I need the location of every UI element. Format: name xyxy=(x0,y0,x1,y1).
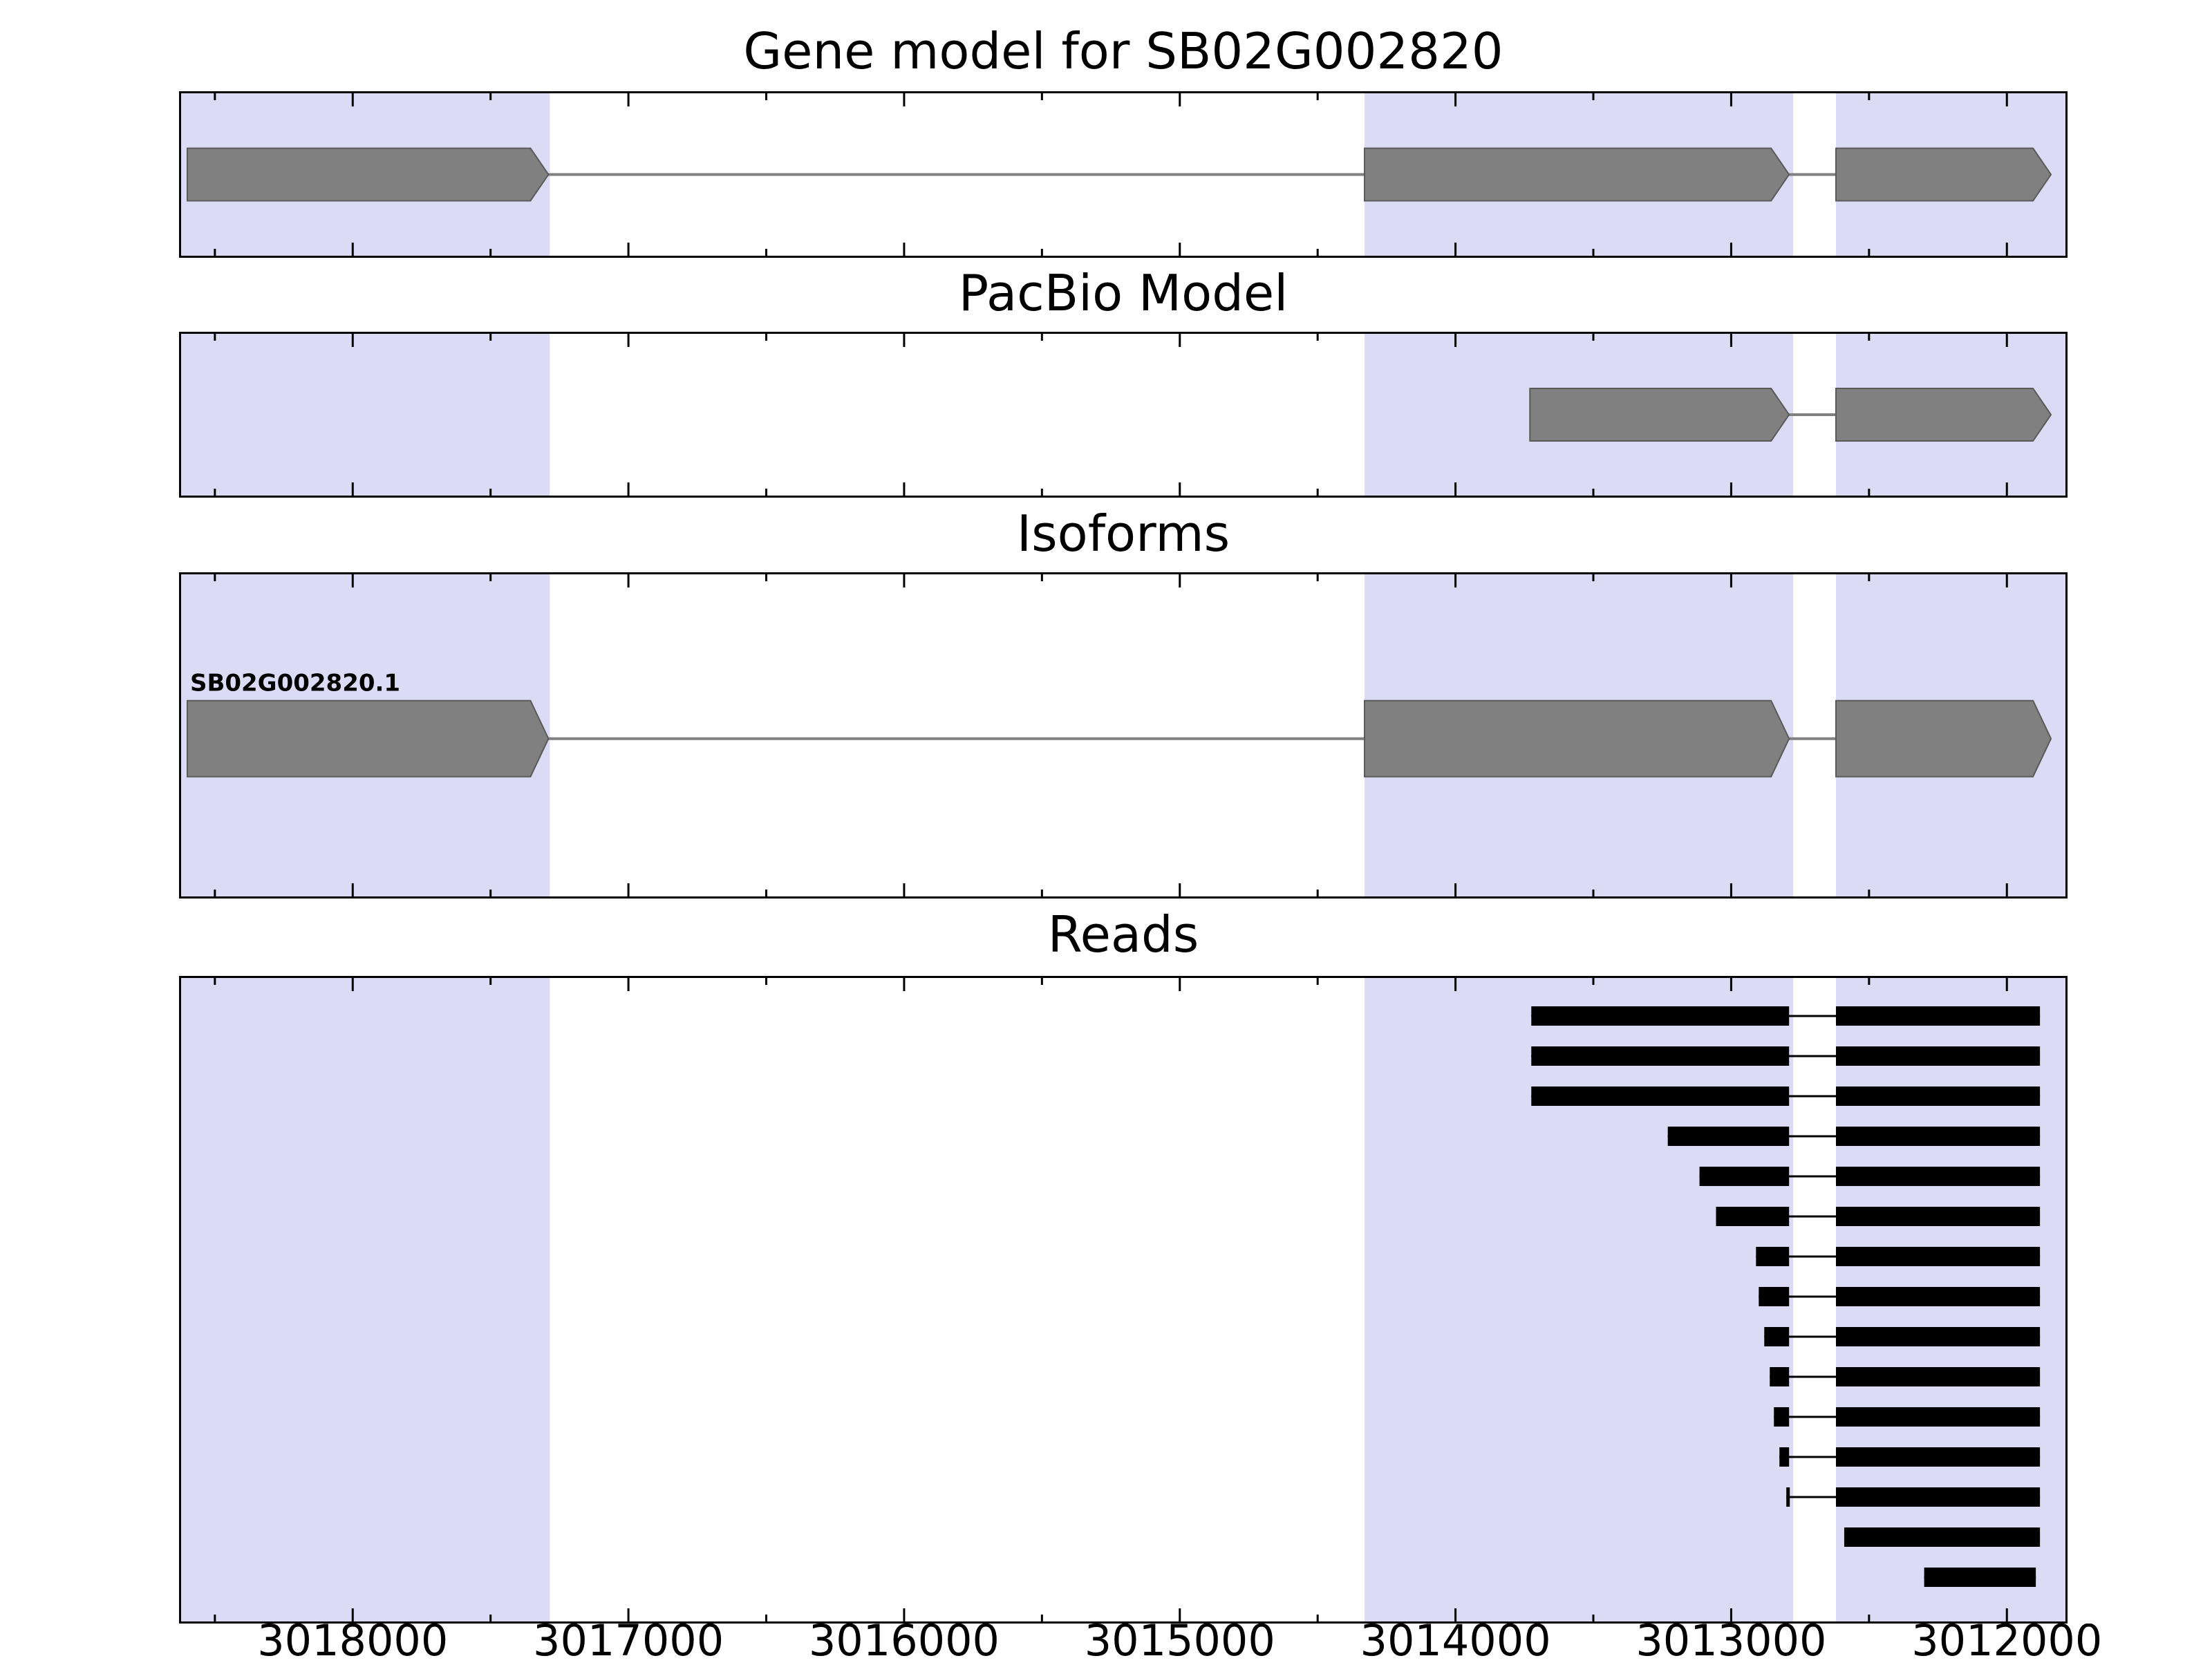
read-bar xyxy=(1667,1127,1790,1146)
read-bar xyxy=(1835,1367,2041,1386)
x-axis-tick-label: 3016000 xyxy=(809,1624,1000,1665)
read-bar xyxy=(1835,1006,2041,1026)
read-bar xyxy=(1531,1006,1790,1026)
x-axis-tick-labels: 3018000 3017000 3016000 3015000 3014000 30130… xyxy=(257,1624,2102,1665)
read-bar xyxy=(1924,1568,2036,1587)
read-bar xyxy=(1779,1447,1790,1467)
exon-shape xyxy=(1529,388,1790,442)
panel-title-gene-model: Gene model for SB02G002820 xyxy=(743,22,1503,80)
read-bar xyxy=(1835,1327,2041,1346)
read-bar xyxy=(1844,1527,2041,1547)
exon-highlight-band xyxy=(179,332,550,498)
read-bar xyxy=(1764,1327,1790,1346)
read-bar xyxy=(1770,1367,1790,1386)
exon-shape xyxy=(186,147,550,202)
read-bar xyxy=(1835,1407,2041,1427)
exon-highlight-band xyxy=(1364,976,1794,1624)
exon-shape xyxy=(1835,699,2052,778)
read-bar xyxy=(1835,1487,2041,1507)
exon-shape xyxy=(1835,147,2052,202)
exon-shape xyxy=(1363,147,1790,202)
read-bar xyxy=(1835,1127,2041,1146)
panel-title-reads: Reads xyxy=(1047,905,1199,963)
x-axis-tick-label: 3013000 xyxy=(1635,1624,1826,1665)
exon-shape xyxy=(1835,388,2052,442)
panel-border xyxy=(179,976,2068,1624)
exon-shape xyxy=(186,699,550,778)
read-bar xyxy=(1835,1046,2041,1066)
isoform-label: SB02G002820.1 xyxy=(190,670,400,697)
x-axis-tick-label: 3014000 xyxy=(1360,1624,1551,1665)
read-bar xyxy=(1835,1247,2041,1266)
x-axis-tick-label: 3018000 xyxy=(257,1624,448,1665)
track-pacbio xyxy=(179,332,2068,498)
read-bar xyxy=(1699,1167,1790,1186)
read-bar xyxy=(1835,1207,2041,1226)
read-bar xyxy=(1835,1287,2041,1306)
read-bar xyxy=(1759,1287,1790,1306)
x-axis-tick-label: 3017000 xyxy=(533,1624,724,1665)
read-bar xyxy=(1835,1167,2041,1186)
panel-border xyxy=(179,332,2068,498)
x-axis-tick-label: 3012000 xyxy=(1911,1624,2102,1665)
x-axis-tick-label: 3015000 xyxy=(1085,1624,1275,1665)
read-bar xyxy=(1774,1407,1790,1427)
read-bar xyxy=(1835,1447,2041,1467)
panel-border xyxy=(179,572,2068,899)
exon-highlight-band xyxy=(179,976,550,1624)
track-reads xyxy=(179,976,2068,1624)
read-bar xyxy=(1786,1487,1790,1507)
track-gene-model xyxy=(179,91,2068,258)
panel-title-isoforms: Isoforms xyxy=(1016,505,1230,563)
read-bar xyxy=(1531,1046,1790,1066)
panel-border xyxy=(179,91,2068,258)
read-bar xyxy=(1756,1247,1790,1266)
read-bar xyxy=(1716,1207,1790,1226)
exon-shape xyxy=(1363,699,1790,778)
track-isoforms: SB02G002820.1 xyxy=(179,572,2068,899)
read-bar xyxy=(1531,1087,1790,1106)
read-bar xyxy=(1835,1087,2041,1106)
panel-title-pacbio: PacBio Model xyxy=(958,264,1288,322)
